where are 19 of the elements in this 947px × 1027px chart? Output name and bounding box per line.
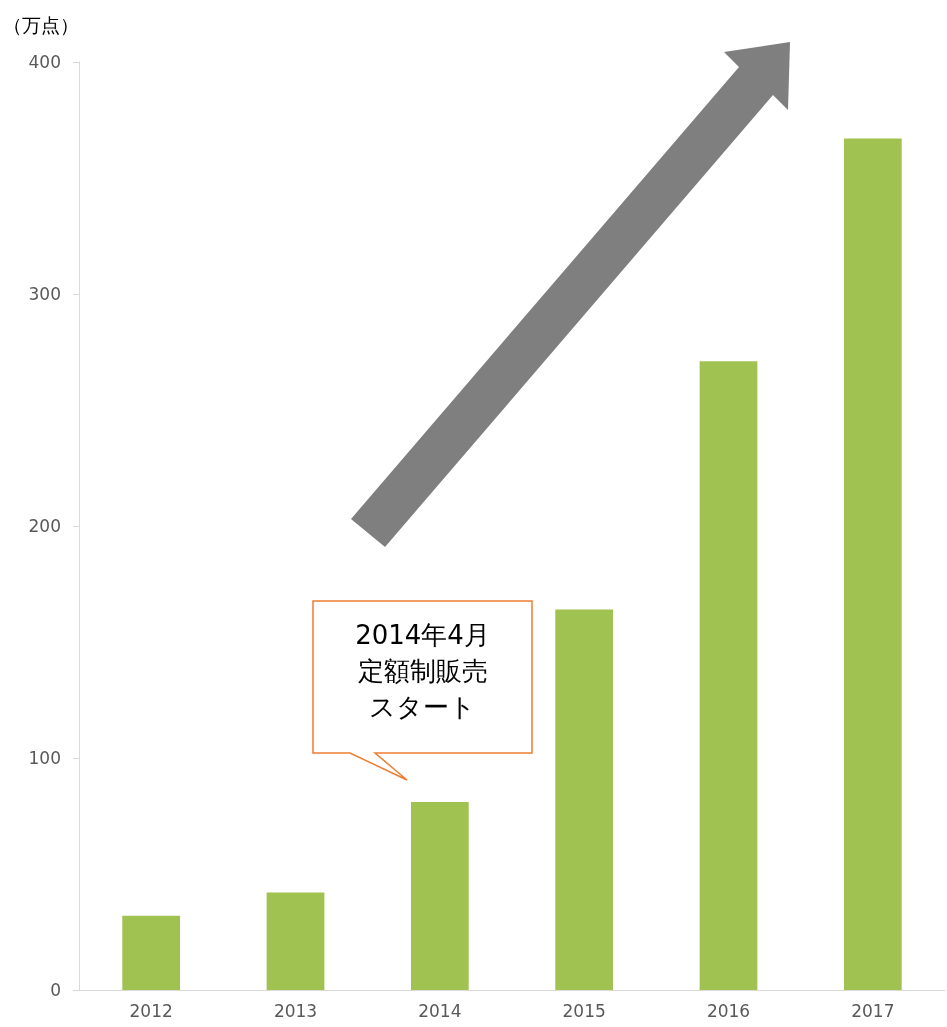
bar — [843, 138, 902, 990]
y-tick-label: 200 — [28, 516, 61, 536]
x-tick-label: 2015 — [562, 1000, 606, 1021]
bar — [266, 892, 325, 990]
bar — [410, 802, 469, 990]
y-tick-label: 400 — [28, 52, 61, 72]
bar — [555, 609, 614, 990]
bar — [699, 361, 758, 990]
x-tick-label: 2017 — [851, 1000, 895, 1021]
bar — [122, 915, 181, 990]
y-tick-label: 300 — [28, 284, 61, 304]
x-tick-label: 2012 — [129, 1000, 173, 1021]
x-tick-label: 2016 — [706, 1000, 751, 1021]
y-axis-title: （万点） — [3, 13, 79, 36]
x-tick-label: 2013 — [273, 1000, 318, 1021]
x-tick-label: 2014 — [418, 1000, 462, 1021]
annotation: 2014年4月定額制販売スタート — [354, 619, 491, 724]
y-tick-label: 0 — [50, 980, 61, 1000]
y-tick-label: 100 — [28, 748, 61, 768]
